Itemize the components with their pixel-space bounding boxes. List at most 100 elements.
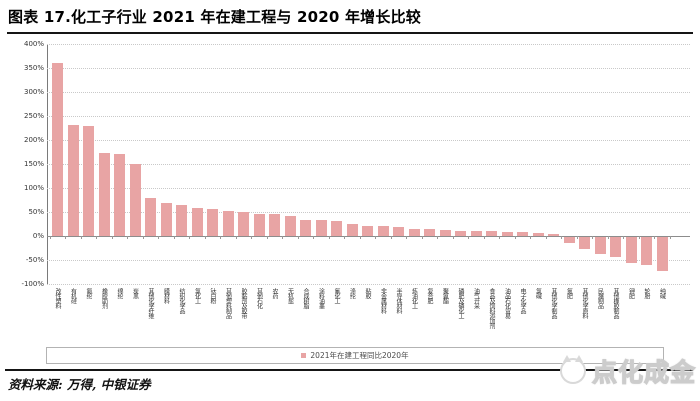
x-axis-tick — [468, 236, 470, 239]
x-axis-tick — [80, 236, 82, 239]
gridline — [47, 92, 690, 93]
chart-legend: 2021年在建工程同比2020年 — [46, 347, 664, 364]
y-axis-tick-label: 300% — [23, 88, 44, 96]
x-axis-category-label: 纺织化学品 — [178, 288, 185, 313]
x-axis-category-label: 农药 — [271, 288, 278, 298]
y-axis-tick-label: 50% — [28, 208, 44, 216]
x-axis-tick — [313, 236, 315, 239]
x-axis-tick — [514, 236, 516, 239]
title-divider — [7, 32, 693, 34]
x-axis-tick — [499, 236, 501, 239]
bar — [129, 164, 141, 236]
x-axis-tick — [189, 236, 191, 239]
bar — [594, 237, 606, 254]
x-axis-category-label: 其他橡胶制品 — [612, 288, 619, 318]
x-axis-category-label: 复合肥 — [426, 288, 433, 303]
bar — [517, 232, 528, 236]
bar — [83, 126, 94, 236]
x-axis-tick — [669, 236, 671, 239]
x-axis-tick — [328, 236, 330, 239]
x-axis-tick — [437, 236, 439, 239]
bar — [238, 212, 249, 236]
bar — [207, 209, 218, 236]
bar — [222, 211, 234, 236]
x-axis-tick — [638, 236, 640, 239]
bar — [579, 237, 590, 250]
bar — [300, 219, 311, 236]
bar — [548, 234, 559, 236]
x-axis-category-label: 钛白粉 — [209, 288, 216, 303]
x-axis-tick — [220, 236, 222, 239]
x-axis-category-label: 粘胶 — [364, 288, 371, 298]
x-axis-tick — [204, 236, 206, 239]
x-axis-tick — [235, 236, 237, 239]
x-axis-tick — [654, 236, 656, 239]
x-axis-tick — [111, 236, 113, 239]
x-axis-tick — [127, 236, 129, 239]
bar — [501, 231, 513, 236]
x-axis-category-label: 改性塑料 — [54, 288, 61, 308]
x-axis-category-label: 其他石化 — [255, 288, 263, 308]
bar — [439, 230, 451, 236]
x-axis-tick — [421, 236, 423, 239]
x-axis-tick — [452, 236, 454, 239]
gridline — [47, 212, 690, 213]
bar — [176, 205, 187, 236]
gridline — [47, 44, 690, 45]
bar — [377, 226, 389, 236]
bar — [253, 213, 265, 236]
x-axis-tick — [623, 236, 625, 239]
x-axis-tick — [49, 236, 51, 239]
bar — [486, 231, 497, 236]
x-axis-tick — [65, 236, 67, 239]
x-axis-category-label: 半导体材料 — [395, 288, 402, 313]
x-axis-category-label: 涤纶 — [348, 288, 356, 298]
gridline — [47, 140, 690, 141]
x-axis-category-label: 氟化工 — [333, 288, 340, 303]
x-axis-category-label: 非金属材料 — [379, 288, 387, 313]
x-axis-tick — [158, 236, 160, 239]
bar — [470, 230, 482, 236]
x-axis-tick — [607, 236, 609, 239]
bar — [284, 215, 296, 236]
x-axis-tick — [142, 236, 144, 239]
x-axis-tick — [297, 236, 299, 239]
source-note: 资料来源: 万得, 中银证券 — [8, 377, 151, 392]
x-axis-category-label: 轮胎 — [643, 288, 650, 298]
x-axis-category-label: 钾肥 — [627, 288, 635, 298]
gridline — [47, 116, 690, 117]
bar — [563, 237, 575, 243]
x-axis-category-label: 油品石化贸易 — [503, 288, 511, 318]
gridline — [47, 260, 690, 261]
x-axis-category-label: 炭黑 — [131, 288, 139, 298]
x-axis-category-label: 其他化学制品 — [550, 288, 557, 318]
bar — [408, 228, 420, 236]
x-axis-category-label: 无机盐 — [286, 288, 294, 303]
watermark-text: 点化成金 — [591, 357, 696, 387]
bar — [331, 221, 342, 236]
x-axis-category-label: 炼油化工 — [410, 288, 418, 308]
bottom-divider — [5, 369, 693, 371]
bar — [145, 198, 156, 236]
x-axis-tick — [173, 236, 175, 239]
x-axis-category-label: 其他化学原料 — [581, 288, 588, 318]
zero-axis-line — [47, 236, 690, 237]
x-axis-category-label: 合成树脂 — [302, 288, 309, 308]
x-axis-tick — [483, 236, 485, 239]
bar — [424, 229, 435, 236]
bar — [610, 237, 621, 258]
x-axis-category-label: 胶黏剂及胶带 — [240, 288, 247, 318]
bar — [98, 153, 110, 236]
cat-logo-icon — [559, 355, 586, 384]
x-axis-tick — [530, 236, 532, 239]
bar — [346, 223, 358, 236]
bar-chart: 400% 350% 300% 250% 200% 150% 100% 50% 0% -50% -10… — [0, 36, 700, 346]
chart-title: 图表 17.化工子行业 2021 年在建工程与 2020 年增长比较 — [8, 8, 421, 26]
bar — [625, 237, 637, 263]
bar — [269, 214, 280, 236]
bar — [656, 237, 668, 272]
x-axis-category-label: 氯化工 — [193, 288, 201, 303]
bar — [393, 226, 404, 236]
bar — [52, 63, 63, 236]
